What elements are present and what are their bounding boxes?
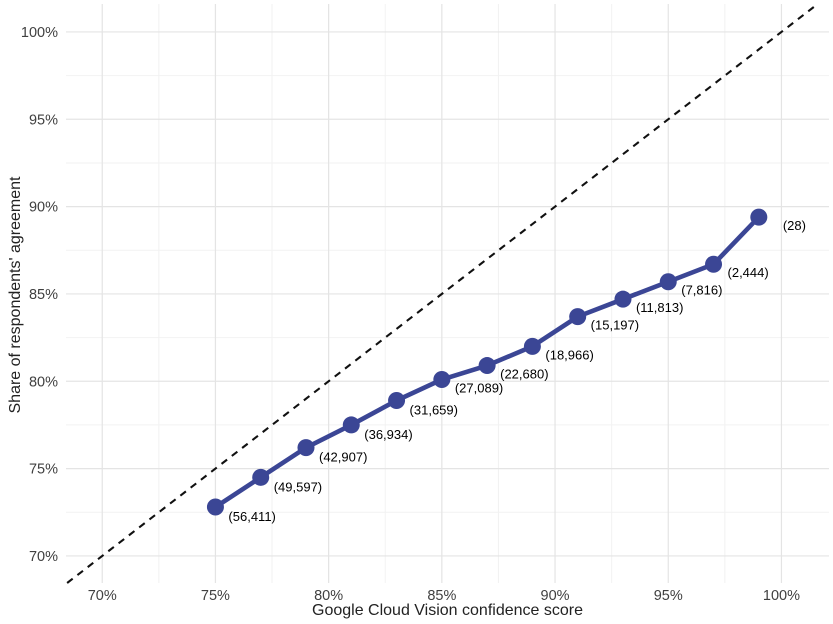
data-point — [569, 308, 587, 326]
data-point — [433, 371, 451, 389]
x-tick-label: 80% — [314, 588, 343, 604]
x-tick-label: 75% — [201, 588, 230, 604]
point-count-label: (7,816) — [681, 283, 722, 298]
y-tick-label: 100% — [21, 25, 58, 41]
x-tick-label: 95% — [654, 588, 683, 604]
data-point — [659, 273, 677, 291]
point-count-label: (18,966) — [545, 347, 593, 362]
data-point — [523, 337, 541, 355]
point-count-label: (56,411) — [228, 509, 275, 524]
data-point — [478, 357, 496, 375]
data-point — [388, 391, 406, 409]
y-tick-label: 75% — [29, 462, 58, 478]
point-count-label: (22,680) — [500, 367, 548, 382]
data-point — [614, 290, 632, 308]
point-count-label: (42,907) — [319, 450, 367, 465]
point-count-label: (31,659) — [410, 402, 458, 417]
x-tick-label: 100% — [763, 588, 800, 604]
x-tick-label: 70% — [88, 588, 117, 604]
x-tick-label: 85% — [427, 588, 456, 604]
y-tick-label: 95% — [29, 112, 58, 128]
x-axis-title: Google Cloud Vision confidence score — [312, 602, 583, 619]
point-count-label: (11,813) — [636, 300, 683, 315]
data-point — [252, 468, 270, 486]
point-count-label: (27,089) — [455, 381, 503, 396]
data-point — [297, 439, 315, 457]
data-point — [705, 255, 723, 273]
point-count-label: (36,934) — [364, 427, 412, 442]
data-point — [206, 498, 224, 516]
point-count-label: (15,197) — [591, 318, 639, 333]
point-count-label: (2,444) — [728, 265, 769, 280]
y-tick-label: 80% — [29, 374, 58, 390]
data-point — [342, 416, 360, 434]
y-tick-label: 70% — [29, 549, 58, 565]
identity-reference-line — [66, 3, 819, 584]
y-axis-title: Share of respondents' agreement — [7, 176, 24, 414]
data-point — [750, 208, 768, 226]
x-tick-label: 90% — [541, 588, 570, 604]
y-tick-label: 90% — [29, 200, 58, 216]
point-count-label: (28) — [783, 218, 806, 233]
point-count-label: (49,597) — [274, 479, 322, 494]
y-tick-label: 85% — [29, 287, 58, 303]
